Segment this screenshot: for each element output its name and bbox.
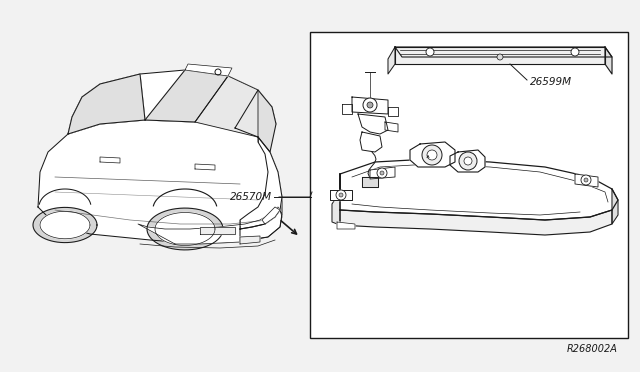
- Circle shape: [571, 48, 579, 56]
- Text: 26570M: 26570M: [230, 192, 272, 202]
- Polygon shape: [340, 210, 612, 235]
- Polygon shape: [362, 177, 378, 187]
- Polygon shape: [575, 174, 598, 187]
- Circle shape: [377, 168, 387, 178]
- Polygon shape: [33, 208, 97, 243]
- Polygon shape: [358, 114, 388, 134]
- Polygon shape: [235, 90, 276, 152]
- Polygon shape: [342, 104, 352, 114]
- Polygon shape: [100, 157, 120, 163]
- Polygon shape: [147, 208, 223, 250]
- Circle shape: [339, 193, 343, 197]
- Polygon shape: [38, 120, 282, 244]
- Polygon shape: [605, 47, 612, 74]
- Polygon shape: [330, 190, 352, 200]
- Circle shape: [427, 150, 437, 160]
- Polygon shape: [360, 132, 382, 152]
- Circle shape: [464, 157, 472, 165]
- Polygon shape: [388, 47, 395, 74]
- Circle shape: [426, 48, 434, 56]
- Bar: [310, 32, 628, 338]
- Polygon shape: [410, 142, 455, 167]
- Polygon shape: [195, 76, 258, 137]
- Polygon shape: [340, 159, 618, 220]
- Polygon shape: [337, 222, 355, 229]
- Polygon shape: [388, 107, 398, 116]
- Polygon shape: [240, 137, 282, 229]
- Circle shape: [422, 145, 442, 165]
- Polygon shape: [262, 207, 280, 224]
- Polygon shape: [200, 227, 235, 234]
- Polygon shape: [240, 210, 282, 242]
- Circle shape: [459, 152, 477, 170]
- Polygon shape: [68, 74, 145, 134]
- Polygon shape: [385, 122, 398, 132]
- Circle shape: [581, 175, 591, 185]
- Polygon shape: [240, 236, 260, 244]
- Circle shape: [363, 98, 377, 112]
- Polygon shape: [395, 47, 605, 64]
- Polygon shape: [145, 70, 228, 122]
- Polygon shape: [352, 97, 388, 114]
- Text: 26599M: 26599M: [530, 77, 572, 87]
- Circle shape: [497, 54, 503, 60]
- Circle shape: [584, 178, 588, 182]
- Circle shape: [367, 102, 373, 108]
- Polygon shape: [612, 189, 618, 224]
- Circle shape: [215, 69, 221, 75]
- Polygon shape: [195, 164, 215, 170]
- Polygon shape: [40, 211, 90, 239]
- Polygon shape: [185, 64, 232, 76]
- Polygon shape: [138, 207, 282, 244]
- Polygon shape: [450, 150, 485, 172]
- Polygon shape: [68, 70, 276, 137]
- Text: R268002A: R268002A: [567, 344, 618, 354]
- Circle shape: [380, 171, 384, 175]
- Polygon shape: [155, 212, 215, 246]
- Polygon shape: [395, 47, 612, 57]
- Polygon shape: [370, 167, 395, 179]
- Circle shape: [336, 190, 346, 200]
- Polygon shape: [332, 174, 340, 225]
